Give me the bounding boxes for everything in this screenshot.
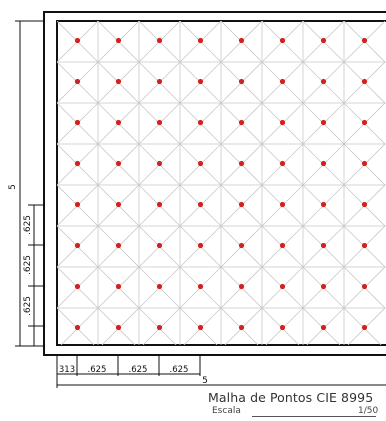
title-block: Malha de Pontos CIE 8995 Escala 1/50 [208, 390, 386, 419]
scale-label: Escala [212, 406, 241, 416]
grid-point [197, 283, 204, 290]
left-segment-dimension-1: .625 [23, 215, 33, 235]
grid-point [279, 37, 286, 44]
grid-point [156, 324, 163, 331]
bottom-total-dimension: 5 [202, 376, 208, 386]
grid-point [197, 119, 204, 126]
scale-value: 1/50 [358, 406, 379, 416]
grid-point [320, 78, 327, 85]
grid-point [361, 283, 368, 290]
bottom-segment-dimension-1: 313 [59, 365, 75, 375]
grid-point [197, 78, 204, 85]
grid-point [361, 37, 368, 44]
drawing-title: Malha de Pontos CIE 8995 [208, 390, 374, 405]
bottom-dimensions [56, 355, 386, 388]
grid-point [320, 119, 327, 126]
grid-point [115, 201, 122, 208]
grid-point [74, 160, 81, 167]
grid-point [238, 160, 245, 167]
grid-point [115, 242, 122, 249]
grid-point [238, 37, 245, 44]
grid-point [279, 78, 286, 85]
grid-point [156, 37, 163, 44]
bottom-segment-dimension-2: .625 [88, 365, 107, 375]
grid-point [115, 324, 122, 331]
grid-point [279, 283, 286, 290]
grid-point [156, 119, 163, 126]
grid-point [74, 201, 81, 208]
grid-point [156, 78, 163, 85]
left-dimensions [15, 20, 44, 347]
grid-point [74, 242, 81, 249]
grid-point [279, 160, 286, 167]
grid-point [156, 201, 163, 208]
grid-point [279, 324, 286, 331]
grid-point [197, 324, 204, 331]
left-segment-dimension-3: .625 [23, 296, 33, 316]
grid-point [279, 242, 286, 249]
grid-point [74, 283, 81, 290]
outer-frame [43, 11, 386, 356]
grid-points [74, 37, 368, 331]
bottom-segment-dimension-3: .625 [129, 365, 148, 375]
grid-point [156, 283, 163, 290]
grid-point [115, 37, 122, 44]
grid-point [74, 119, 81, 126]
left-segment-dimension-2: .625 [23, 255, 33, 275]
grid-point [320, 283, 327, 290]
grid-point [238, 324, 245, 331]
grid-point [115, 119, 122, 126]
grid-point [74, 78, 81, 85]
grid-point [320, 242, 327, 249]
grid-point [238, 119, 245, 126]
grid-point [115, 78, 122, 85]
grid-point [115, 283, 122, 290]
grid-point [238, 283, 245, 290]
grid-point [279, 119, 286, 126]
grid-point [197, 160, 204, 167]
grid-point [320, 324, 327, 331]
scale-row: Escala 1/50 [208, 405, 386, 419]
grid-point [156, 160, 163, 167]
scale-underline [252, 416, 376, 417]
grid-point [361, 160, 368, 167]
grid-point [361, 119, 368, 126]
grid-point [320, 201, 327, 208]
grid-point [320, 160, 327, 167]
grid-point [361, 242, 368, 249]
grid-lines [57, 21, 386, 345]
grid-point [238, 201, 245, 208]
grid-point [197, 242, 204, 249]
grid-point [238, 242, 245, 249]
grid-point [74, 37, 81, 44]
grid-point [74, 324, 81, 331]
grid-point [197, 37, 204, 44]
grid-point [361, 324, 368, 331]
grid-point [197, 201, 204, 208]
left-total-dimension: 5 [8, 184, 18, 190]
grid-point [279, 201, 286, 208]
grid-point [361, 78, 368, 85]
bottom-segment-dimension-4: .625 [170, 365, 189, 375]
grid-point [156, 242, 163, 249]
grid-point [238, 78, 245, 85]
grid-point [320, 37, 327, 44]
grid-point [361, 201, 368, 208]
grid-point [115, 160, 122, 167]
